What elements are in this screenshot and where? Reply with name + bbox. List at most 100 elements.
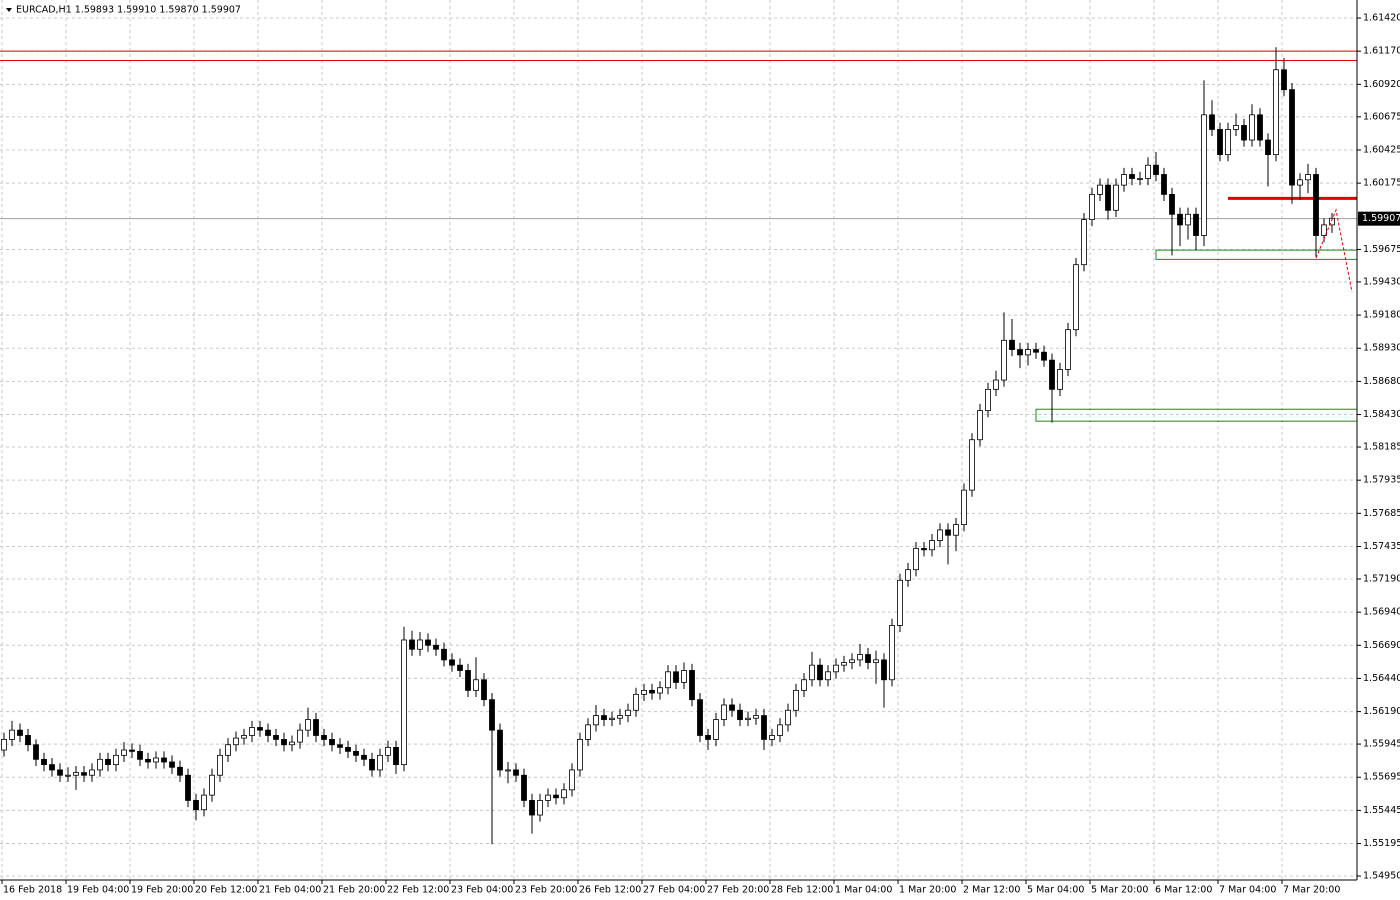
x-tick-label: 7 Mar 20:00: [1283, 885, 1340, 896]
y-tick-label: 1.56940: [1363, 607, 1400, 618]
x-tick-label: 19 Feb 04:00: [67, 885, 129, 896]
candle-body: [1065, 329, 1071, 370]
candle-body: [265, 729, 271, 736]
menu-icon[interactable]: [6, 8, 12, 12]
candle-body: [881, 659, 887, 681]
x-tick-label: 7 Mar 04:00: [1219, 885, 1276, 896]
y-tick-label: 1.57435: [1363, 541, 1400, 552]
candle-body: [1177, 213, 1183, 226]
x-tick-label: 5 Mar 04:00: [1027, 885, 1084, 896]
candle-body: [513, 769, 519, 776]
y-tick-label: 1.58185: [1363, 442, 1400, 453]
candle-body: [1041, 351, 1047, 361]
candle-body: [745, 717, 751, 720]
candle-body: [929, 540, 935, 551]
candle-body: [377, 754, 383, 771]
candle-body: [241, 735, 247, 739]
candle-body: [329, 739, 335, 746]
candle-body: [289, 741, 295, 746]
candle-body: [1001, 339, 1007, 381]
candle-body: [953, 524, 959, 536]
candle-body: [649, 689, 655, 694]
candle-body: [1145, 164, 1151, 179]
y-tick-label: 1.60175: [1363, 178, 1400, 189]
candle-body: [753, 715, 759, 719]
candle-body: [633, 693, 639, 711]
candle-body: [1105, 184, 1111, 211]
candle-body: [1153, 164, 1159, 175]
x-tick-label: 23 Feb 04:00: [451, 885, 513, 896]
candle-body: [305, 719, 311, 731]
candle-body: [1265, 139, 1271, 156]
axes: 1.61420 1.61170 1.60920 1.60675 1.60425 1.601…: [1, 13, 1400, 896]
candle-body: [905, 569, 911, 581]
candle-body: [601, 715, 607, 720]
candle-body: [1025, 349, 1031, 356]
candle-body: [1129, 174, 1135, 179]
candle-body: [257, 727, 263, 731]
candle-body: [969, 439, 975, 491]
candle-body: [281, 739, 287, 746]
candle-body: [369, 758, 375, 771]
y-tick-label: 1.61420: [1363, 13, 1400, 24]
candle-body: [1201, 114, 1207, 236]
y-tick-label: 1.56440: [1363, 673, 1400, 684]
candle-body: [121, 749, 127, 756]
y-tick-label: 1.58930: [1363, 343, 1400, 354]
candle-body: [689, 670, 695, 701]
candle-body: [1329, 217, 1335, 226]
candle-body: [345, 746, 351, 752]
candle-body: [1, 739, 7, 751]
y-tick-label: 1.59430: [1363, 276, 1400, 287]
candle-body: [497, 729, 503, 771]
candle-body: [521, 774, 527, 801]
candle-body: [1281, 69, 1287, 91]
candles: [1, 47, 1335, 845]
candle-body: [673, 671, 679, 683]
candle-body: [561, 789, 567, 799]
x-tick-label: 26 Feb 12:00: [579, 885, 641, 896]
candle-body: [33, 744, 39, 760]
chart-header: EURCAD,H1 1.59893 1.59910 1.59870 1.5990…: [16, 5, 241, 16]
candle-body: [217, 754, 223, 776]
candle-body: [1161, 174, 1167, 195]
candle-body: [553, 794, 559, 799]
candle-body: [833, 664, 839, 673]
candle-body: [1169, 194, 1175, 215]
y-tick-label: 1.55695: [1363, 772, 1400, 783]
candle-body: [145, 758, 151, 763]
candle-body: [721, 704, 727, 720]
candle-body: [321, 735, 327, 740]
y-tick-label: 1.57685: [1363, 508, 1400, 519]
candle-body: [81, 772, 87, 776]
candle-body: [65, 774, 71, 777]
candle-body: [737, 709, 743, 720]
candle-body: [57, 769, 63, 776]
candle-body: [177, 766, 183, 776]
candle-body: [1089, 194, 1095, 221]
x-tick-label: 1 Mar 20:00: [899, 885, 956, 896]
candle-body: [185, 774, 191, 801]
candle-body: [945, 529, 951, 536]
x-tick-label: 19 Feb 20:00: [131, 885, 193, 896]
candle-body: [49, 764, 55, 771]
candle-body: [641, 689, 647, 695]
candle-body: [401, 639, 407, 766]
y-tick-label: 1.55945: [1363, 739, 1400, 750]
candle-body: [529, 800, 535, 816]
candle-body: [769, 735, 775, 740]
x-tick-label: 27 Feb 20:00: [707, 885, 769, 896]
candle-body: [817, 664, 823, 681]
candle-body: [505, 769, 511, 772]
candle-body: [809, 664, 815, 681]
candle-body: [113, 754, 119, 766]
candle-body: [665, 671, 671, 689]
x-tick-label: 22 Feb 12:00: [387, 885, 449, 896]
x-tick-label: 16 Feb 2018: [3, 885, 62, 896]
candle-body: [1185, 213, 1191, 226]
candle-body: [537, 800, 543, 816]
y-tick-label: 1.58680: [1363, 376, 1400, 387]
candle-body: [425, 639, 431, 646]
candle-body: [153, 757, 159, 763]
